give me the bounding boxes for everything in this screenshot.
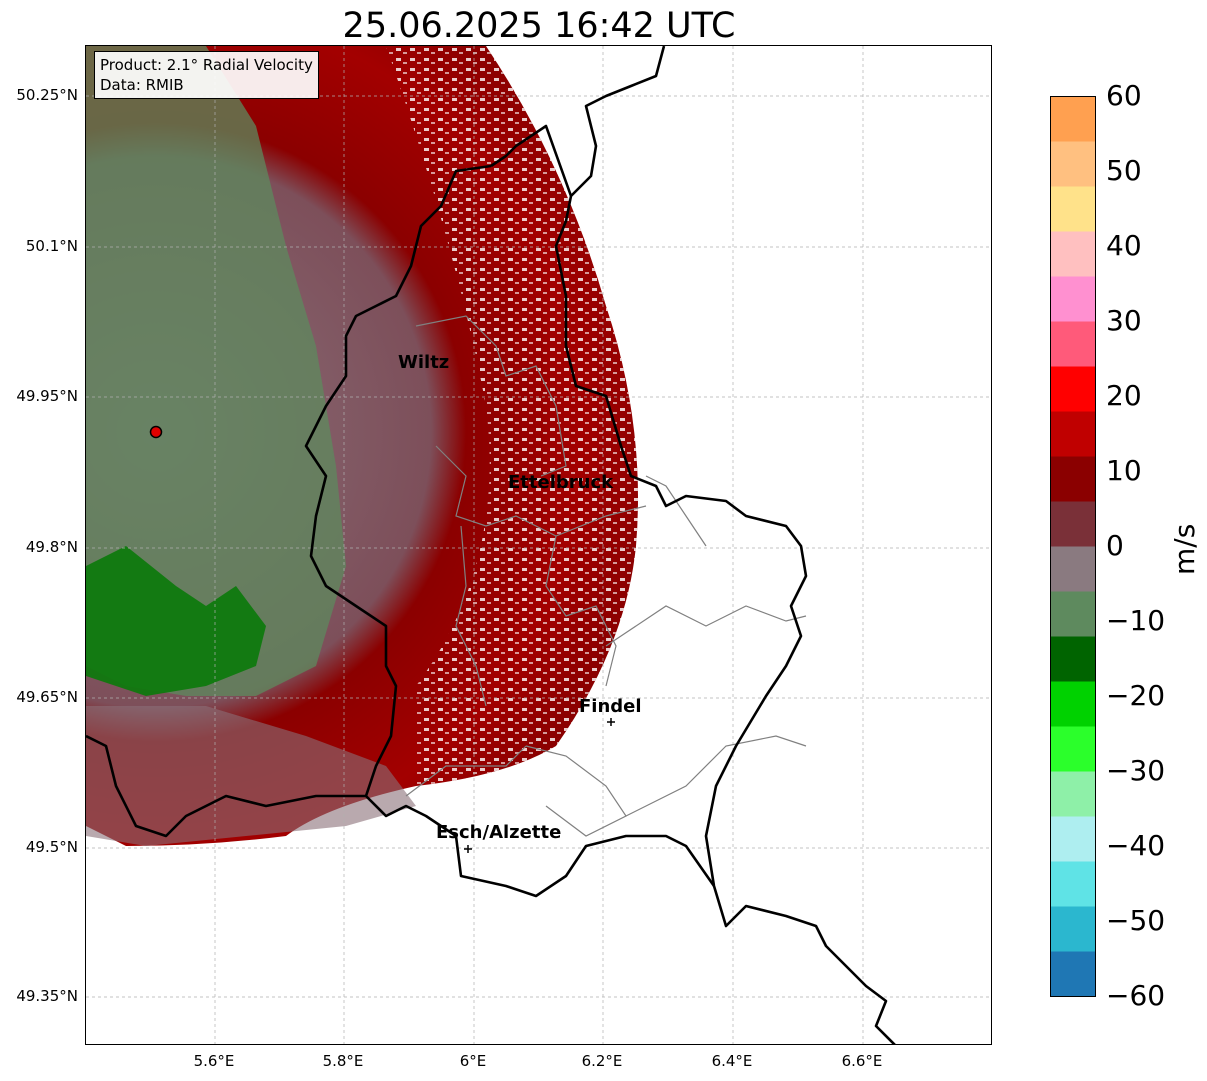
product-label: Product: 2.1° Radial Velocity (100, 56, 313, 74)
echo-fringe (386, 46, 638, 786)
colorbar-segment (1050, 726, 1096, 772)
lat-label: 49.95°N (16, 387, 78, 405)
colorbar-segments (1050, 96, 1096, 997)
colorbar-segment (1050, 186, 1096, 232)
colorbar-segment (1050, 816, 1096, 862)
lat-label: 50.1°N (25, 237, 78, 255)
radar-site-marker[interactable] (149, 425, 163, 439)
colorbar-tick: 40 (1106, 229, 1142, 262)
strong-inbound-area (86, 546, 266, 696)
city-label-esch: Esch/Alzette (436, 822, 561, 843)
colorbar-unit: m/s (1168, 523, 1201, 575)
colorbar-segment (1050, 96, 1096, 142)
lon-label: 5.6°E (193, 1052, 235, 1070)
gridlines (86, 46, 991, 1044)
radar-map-svg: Wiltz Ettelbruck Findel Esch/Alzette (86, 46, 991, 1044)
colorbar-tick: 30 (1106, 304, 1142, 337)
lon-label: 5.8°E (322, 1052, 364, 1070)
lon-label: 6.4°E (711, 1052, 753, 1070)
colorbar-segment (1050, 231, 1096, 277)
colorbar-tick: −30 (1106, 754, 1166, 787)
national-borders (86, 46, 896, 1044)
lon-label: 6°E (459, 1052, 487, 1070)
colorbar-segment (1050, 141, 1096, 187)
colorbar-tick: −50 (1106, 904, 1166, 937)
canton-borders (405, 315, 807, 837)
radar-map[interactable]: Wiltz Ettelbruck Findel Esch/Alzette (85, 45, 992, 1045)
colorbar-tick: 0 (1106, 529, 1124, 562)
lat-label: 50.25°N (16, 86, 78, 104)
product-info-box: Product: 2.1° Radial Velocity Data: RMIB (94, 51, 319, 99)
colorbar-segment (1050, 411, 1096, 457)
colorbar-segment (1050, 276, 1096, 322)
lat-label: 49.5°N (25, 838, 78, 856)
colorbar-segment (1050, 366, 1096, 412)
colorbar-segment (1050, 501, 1096, 547)
city-label-findel: Findel (579, 696, 642, 717)
colorbar-segment (1050, 591, 1096, 637)
colorbar-tick: −60 (1106, 979, 1166, 1012)
colorbar-segment (1050, 861, 1096, 907)
city-label-wiltz: Wiltz (398, 352, 449, 373)
lat-label: 49.35°N (16, 987, 78, 1005)
colorbar-tick: 20 (1106, 379, 1142, 412)
colorbar-segment (1050, 951, 1096, 997)
city-markers (464, 718, 615, 853)
colorbar-segment (1050, 681, 1096, 727)
colorbar-tick: 10 (1106, 454, 1142, 487)
inbound-velocity-area (86, 46, 346, 696)
colorbar-segment (1050, 321, 1096, 367)
outbound-fringe-lower (86, 706, 416, 846)
colorbar-segment (1050, 636, 1096, 682)
colorbar-tick: −10 (1106, 604, 1166, 637)
lat-label: 49.65°N (16, 688, 78, 706)
colorbar-segment (1050, 456, 1096, 502)
colorbar-tick: 50 (1106, 154, 1142, 187)
colorbar-segment (1050, 771, 1096, 817)
colorbar-segment (1050, 546, 1096, 592)
colorbar-segment (1050, 906, 1096, 952)
colorbar-tick: −40 (1106, 829, 1166, 862)
lon-label: 6.6°E (841, 1052, 883, 1070)
data-source-label: Data: RMIB (100, 76, 184, 94)
lon-label: 6.2°E (581, 1052, 623, 1070)
velocity-colorbar (1050, 96, 1096, 997)
colorbar-tick: −20 (1106, 679, 1166, 712)
lat-label: 49.8°N (25, 538, 78, 556)
map-title: 25.06.2025 16:42 UTC (342, 6, 736, 46)
colorbar-tick: 60 (1106, 79, 1142, 112)
city-label-ettelbruck: Ettelbruck (508, 472, 614, 493)
